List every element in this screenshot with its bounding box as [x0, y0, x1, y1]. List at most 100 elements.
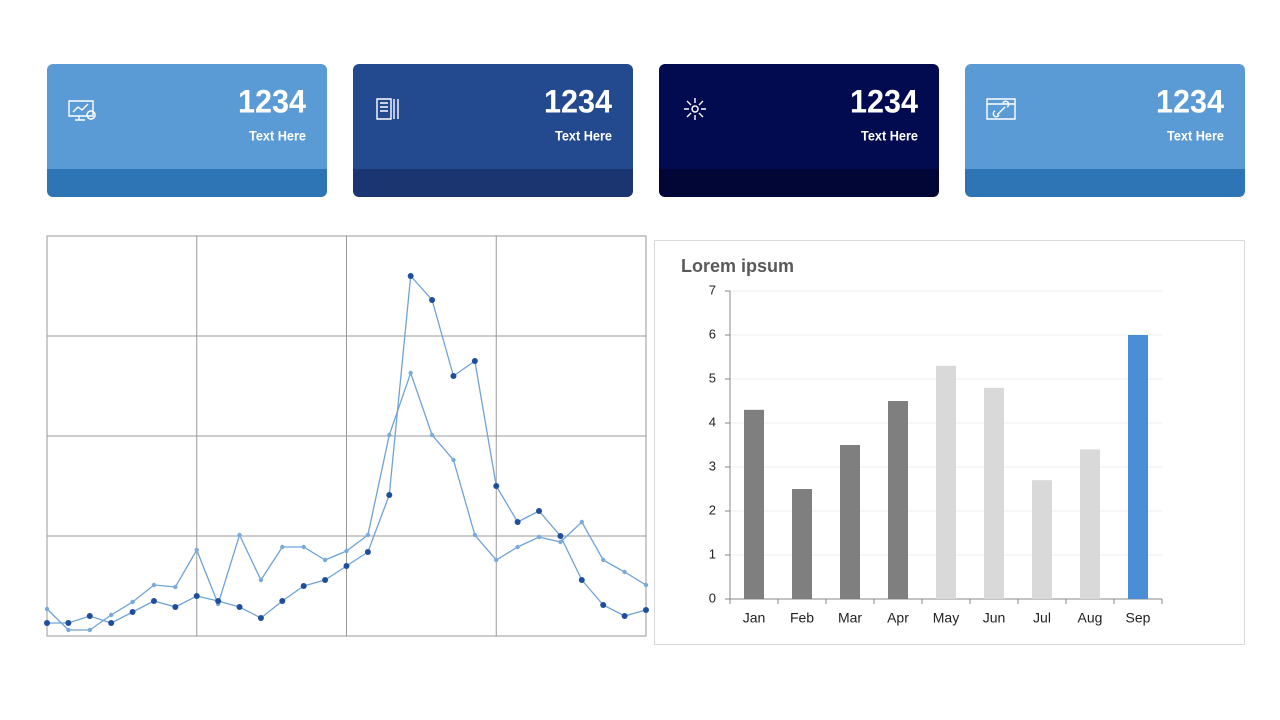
card: 1234 Text Here [47, 64, 327, 197]
point [130, 599, 135, 605]
card-value: 1234 [544, 83, 612, 119]
point [557, 533, 564, 539]
x-tick-label: Mar [838, 610, 862, 626]
point [578, 577, 585, 583]
point [536, 534, 542, 540]
point [343, 563, 350, 569]
point [407, 273, 414, 279]
point [472, 532, 478, 538]
card: 1234 Text Here [659, 64, 939, 197]
card-label: Text Here [555, 128, 612, 144]
point [515, 544, 520, 550]
point [514, 519, 521, 525]
point [536, 508, 543, 514]
card-label: Text Here [249, 128, 306, 144]
y-tick-label: 3 [709, 458, 716, 473]
card-top [965, 64, 1245, 169]
bar [744, 409, 764, 599]
y-tick-label: 0 [709, 590, 716, 605]
y-tick-label: 4 [709, 414, 716, 429]
point [300, 583, 307, 589]
x-tick-label: Sep [1126, 610, 1151, 626]
x-tick-label: Jul [1033, 610, 1051, 626]
bar [888, 401, 908, 599]
point [86, 613, 93, 619]
card-icon [986, 98, 1016, 120]
point [44, 620, 50, 626]
point [257, 615, 264, 621]
point [364, 549, 371, 555]
point [643, 607, 649, 613]
x-tick-label: May [933, 610, 959, 626]
bar [984, 387, 1004, 599]
card-icon [68, 100, 96, 121]
point [429, 297, 436, 303]
bar [1032, 480, 1052, 599]
point [387, 432, 392, 438]
bar [840, 445, 860, 599]
bar [1080, 449, 1100, 599]
card-label: Text Here [1167, 128, 1224, 144]
y-tick-label: 7 [709, 282, 716, 297]
card: 1234 Text Here [965, 64, 1245, 197]
card-top [659, 64, 939, 169]
point [87, 627, 92, 633]
point [301, 544, 306, 550]
card-icon [684, 98, 706, 120]
x-tick-label: Apr [887, 610, 909, 626]
point [600, 602, 607, 608]
point [150, 598, 157, 604]
chart-title: Lorem ipsum [681, 256, 794, 276]
point [386, 492, 393, 498]
bar [1128, 335, 1148, 599]
point [601, 557, 606, 563]
card-value: 1234 [1156, 83, 1224, 119]
point [558, 539, 563, 545]
bar-chart-frame [654, 240, 1245, 645]
point [622, 569, 627, 575]
point [237, 532, 242, 538]
point [471, 358, 478, 364]
point [194, 547, 199, 553]
point [365, 532, 371, 538]
y-tick-label: 1 [709, 546, 716, 561]
card-icon [376, 98, 399, 120]
point [450, 373, 457, 379]
y-tick-label: 5 [709, 370, 716, 385]
point [408, 370, 413, 376]
y-tick-label: 6 [709, 326, 716, 341]
point [451, 457, 456, 463]
card-top [47, 64, 327, 169]
point [621, 613, 628, 619]
point [236, 604, 243, 610]
x-tick-label: Jan [743, 610, 766, 626]
card-value: 1234 [238, 83, 306, 119]
point [193, 593, 200, 599]
bar [792, 489, 812, 599]
card-band [47, 169, 327, 197]
point [151, 582, 157, 588]
point [258, 577, 264, 583]
point [108, 612, 114, 618]
card-top [353, 64, 633, 169]
point [65, 620, 72, 626]
x-tick-label: Aug [1078, 610, 1103, 626]
point [429, 432, 435, 438]
point [643, 582, 649, 588]
point [493, 483, 500, 489]
y-tick-label: 2 [709, 502, 716, 517]
point [66, 627, 71, 633]
card-label: Text Here [861, 128, 918, 144]
point [108, 620, 115, 626]
point [579, 519, 585, 525]
point [172, 604, 179, 610]
point [280, 544, 285, 550]
x-tick-label: Feb [790, 610, 814, 626]
point [322, 577, 329, 583]
point [44, 606, 50, 612]
point [344, 548, 349, 554]
point [322, 557, 328, 563]
point [279, 598, 286, 604]
